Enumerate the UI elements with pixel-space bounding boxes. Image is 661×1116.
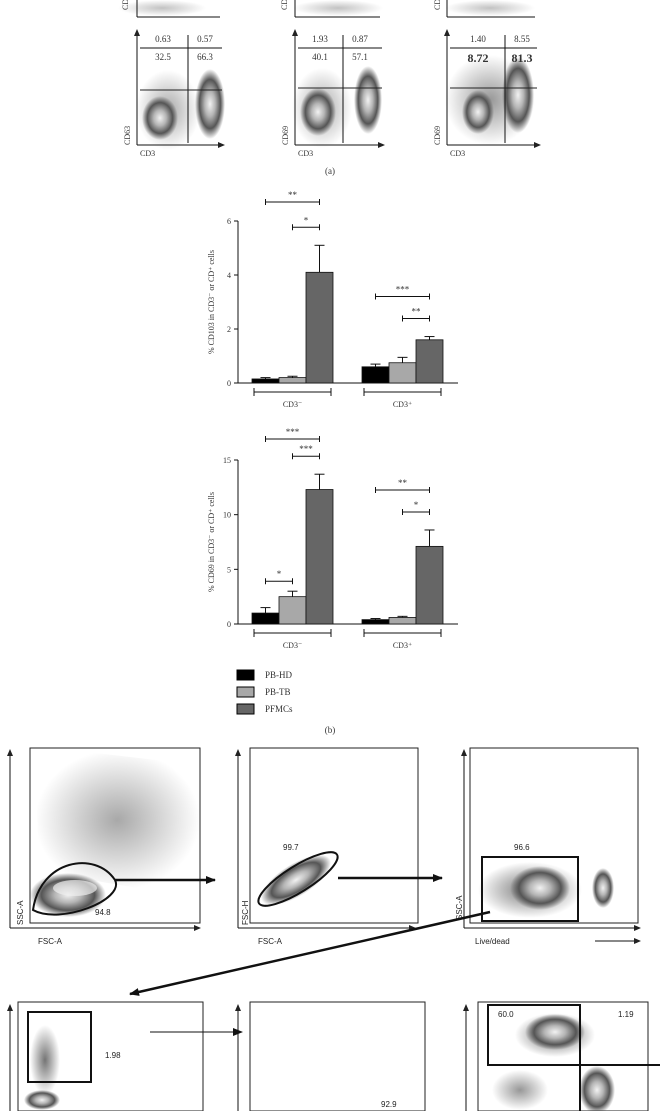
cd69-pbtb-q-lr: 57.1 <box>352 52 368 62</box>
panel-a-top-row: CD CD CD <box>118 0 535 18</box>
gating-plot-fsc-singlets: FSC-H FSC-A 99.7 <box>235 747 443 946</box>
bar <box>278 377 307 384</box>
cd69-pfmc-q-lr: 81.3 <box>512 51 533 65</box>
gating-plot-row2-2: 92.9 <box>235 1001 426 1112</box>
significance-label: * <box>277 569 282 579</box>
top-plot-2-label: CD <box>280 0 289 10</box>
cd69-pfmc-q-ul: 1.40 <box>470 34 486 44</box>
bar <box>388 617 417 625</box>
panel-b: 0 2 4 6 % CD103 in CD3⁻ or CD⁺ cells CD3⁻ CD3⁺… <box>207 190 458 735</box>
top-plot-1-label: CD <box>121 0 130 10</box>
gating-plot-fsc-ssc: SSC-A FSC-A 94.8 <box>7 747 216 946</box>
cd69-pfmc-ylabel: CD69 <box>433 126 442 145</box>
bar <box>361 366 390 384</box>
bar <box>415 339 444 384</box>
cd69-pbtb-xlabel: CD3 <box>298 149 313 158</box>
y-tick-label: 15 <box>223 456 231 465</box>
y-tick-label: 0 <box>227 379 231 388</box>
gating-plot-live-dead: 96.6 SSC-A Live/dead <box>455 747 641 946</box>
cd69-pbtb-q-ll: 40.1 <box>312 52 328 62</box>
category-label: CD3⁻ <box>283 400 302 409</box>
cd69-pfmc-q-ll: 8.72 <box>468 51 489 65</box>
category-label: CD3⁺ <box>393 400 412 409</box>
legend-swatch-pfmcs <box>236 703 255 715</box>
gating-1-gate: 94.8 <box>95 908 111 917</box>
cd69-pfmc-xlabel: CD3 <box>450 149 465 158</box>
y-tick-label: 4 <box>227 271 231 280</box>
legend: PB-HD PB-TB PFMCs <box>236 669 293 715</box>
panel-a-caption: (a) <box>325 166 335 176</box>
gating-2-xlabel: FSC-A <box>258 937 283 946</box>
panel-c: SSC-A FSC-A 94.8 FSC-H FSC-A 99.7 96.6 <box>7 747 660 1114</box>
cd63-q-ll: 32.5 <box>155 52 171 62</box>
cd63-q-lr: 66.3 <box>197 52 213 62</box>
cd69-pbtb-q-ul: 1.93 <box>312 34 328 44</box>
cd63-q-ur: 0.57 <box>197 34 213 44</box>
significance-label: * <box>414 500 419 510</box>
y-tick-label: 6 <box>227 217 231 226</box>
gating-6-gate-ul: 60.0 <box>498 1010 514 1019</box>
gating-3-ylabel: SSC-A <box>455 895 464 920</box>
significance-label: ** <box>398 478 408 488</box>
gating-1-ylabel: SSC-A <box>16 900 25 925</box>
y-tick-label: 0 <box>227 620 231 629</box>
gating-3-xlabel: Live/dead <box>475 937 510 946</box>
y-tick-label: 2 <box>227 325 231 334</box>
significance-label: *** <box>299 444 313 454</box>
category-label: CD3⁻ <box>283 641 302 650</box>
bar <box>251 612 280 625</box>
bar <box>305 271 334 384</box>
bar-chart-cd103: 0 2 4 6 % CD103 in CD3⁻ or CD⁺ cells CD3⁻ CD3⁺… <box>207 190 458 409</box>
bar <box>278 596 307 625</box>
gating-plot-row2-1: 1.98 <box>7 1001 243 1112</box>
legend-label-pbtb: PB-TB <box>265 687 291 697</box>
significance-label: ** <box>412 307 422 317</box>
y-axis-label: % CD69 in CD3⁻ or CD⁺ cells <box>207 492 216 592</box>
cd63-q-ul: 0.63 <box>155 34 171 44</box>
bar <box>305 489 334 625</box>
panel-a: CD CD CD 0.63 0.57 32.5 66.3 CD63 CD3 <box>118 0 541 176</box>
bar <box>361 619 390 625</box>
significance-label: ** <box>288 190 298 200</box>
bar <box>251 378 280 384</box>
bar-chart-cd69: 0 5 10 15 % CD69 in CD3⁻ or CD⁺ cells CD3⁻ CD3… <box>207 427 458 650</box>
significance-label: *** <box>286 427 300 437</box>
y-tick-label: 5 <box>227 565 231 574</box>
y-tick-label: 10 <box>223 511 231 520</box>
significance-label: * <box>304 215 309 225</box>
legend-label-pfmcs: PFMCs <box>265 704 293 714</box>
significance-label: *** <box>396 285 410 295</box>
gating-1-xlabel: FSC-A <box>38 937 63 946</box>
gating-2-ylabel: FSC-H <box>241 900 250 925</box>
cd69-pbtb-q-ur: 0.87 <box>352 34 368 44</box>
gating-5-gate: 92.9 <box>381 1100 397 1109</box>
panel-b-caption: (b) <box>325 725 336 735</box>
gating-arrow-diagonal <box>129 910 491 996</box>
bar <box>415 545 444 625</box>
top-plot-3-label: CD <box>433 0 442 10</box>
flow-plot-cd69-pbtb: 1.93 0.87 40.1 57.1 CD69 CD3 <box>281 29 385 158</box>
cd63-ylabel: CD63 <box>123 126 132 145</box>
y-axis-label: % CD103 in CD3⁻ or CD⁺ cells <box>207 250 216 354</box>
gating-6-gate-ur: 1.19 <box>618 1010 634 1019</box>
cd69-pbtb-ylabel: CD69 <box>281 126 290 145</box>
cd69-pfmc-q-ur: 8.55 <box>514 34 530 44</box>
legend-label-pbhd: PB-HD <box>265 670 293 680</box>
gating-4-gate: 1.98 <box>105 1051 121 1060</box>
gating-2-gate: 99.7 <box>283 843 299 852</box>
legend-swatch-pbhd <box>236 669 255 681</box>
flow-plot-cd69-pfmc: 1.40 8.55 8.72 81.3 CD69 CD3 <box>433 29 541 158</box>
legend-swatch-pbtb <box>236 686 255 698</box>
category-label: CD3⁺ <box>393 641 412 650</box>
cd63-xlabel: CD3 <box>140 149 155 158</box>
flow-plot-cd63: 0.63 0.57 32.5 66.3 CD63 CD3 <box>123 29 225 158</box>
gating-3-gate: 96.6 <box>514 843 530 852</box>
gating-plot-row2-3: 60.0 1.19 <box>463 1001 660 1114</box>
bar <box>388 362 417 384</box>
